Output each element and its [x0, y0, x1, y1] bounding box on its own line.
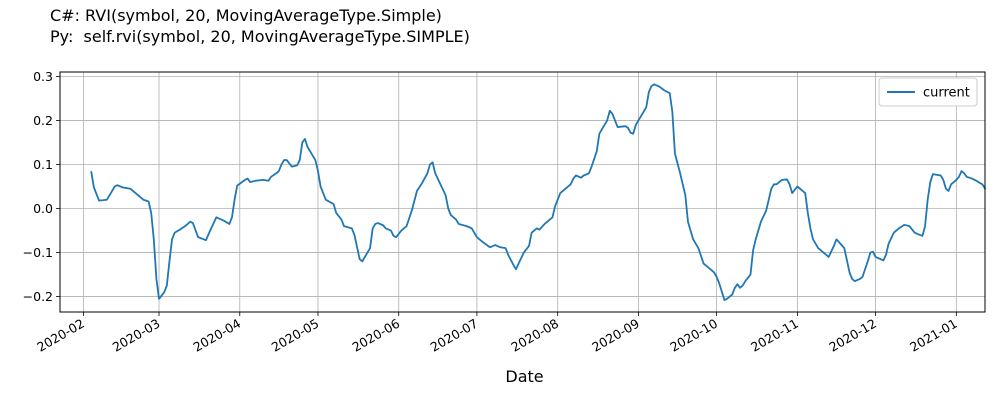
x-tick-label: 2020-05 — [269, 316, 322, 355]
x-tick-label: 2020-11 — [748, 316, 801, 355]
chart-title-python: Py: self.rvi(symbol, 20, MovingAverageTy… — [50, 27, 470, 46]
chart-title-csharp: C#: RVI(symbol, 20, MovingAverageType.Si… — [50, 6, 442, 25]
y-tick-label: 0.3 — [33, 69, 53, 84]
y-tick-label: 0.0 — [33, 201, 53, 216]
y-tick-label: −0.2 — [23, 289, 53, 304]
axes-frame — [59, 71, 986, 313]
x-axis: 2020-02 2020-03 2020-04 2020-05 2020-06 2020-… — [34, 312, 960, 355]
y-tick-label: 0.1 — [33, 157, 53, 172]
legend: current — [878, 77, 978, 107]
legend-label-current: current — [923, 86, 970, 101]
x-tick-label: 2020-02 — [34, 316, 87, 355]
x-tick-label: 2020-12 — [826, 316, 879, 355]
x-tick-label: 2021-01 — [907, 316, 960, 355]
x-tick-label: 2020-07 — [428, 316, 481, 355]
series-line-current — [90, 83, 986, 302]
legend-box — [878, 77, 978, 107]
y-tick-label: −0.1 — [23, 245, 53, 260]
x-tick-label: 2020-08 — [508, 316, 561, 355]
x-tick-label: 2020-09 — [589, 316, 642, 355]
x-axis-label: Date — [505, 367, 543, 386]
series-layer — [90, 83, 986, 302]
grid — [60, 72, 985, 312]
x-tick-label: 2020-03 — [110, 316, 163, 355]
x-tick-label: 2020-04 — [191, 316, 244, 355]
x-tick-label: 2020-10 — [667, 316, 720, 355]
y-tick-label: 0.2 — [33, 113, 53, 128]
y-axis: −0.2 −0.1 0.0 0.1 0.2 0.3 — [23, 69, 60, 304]
x-tick-label: 2020-06 — [349, 316, 402, 355]
